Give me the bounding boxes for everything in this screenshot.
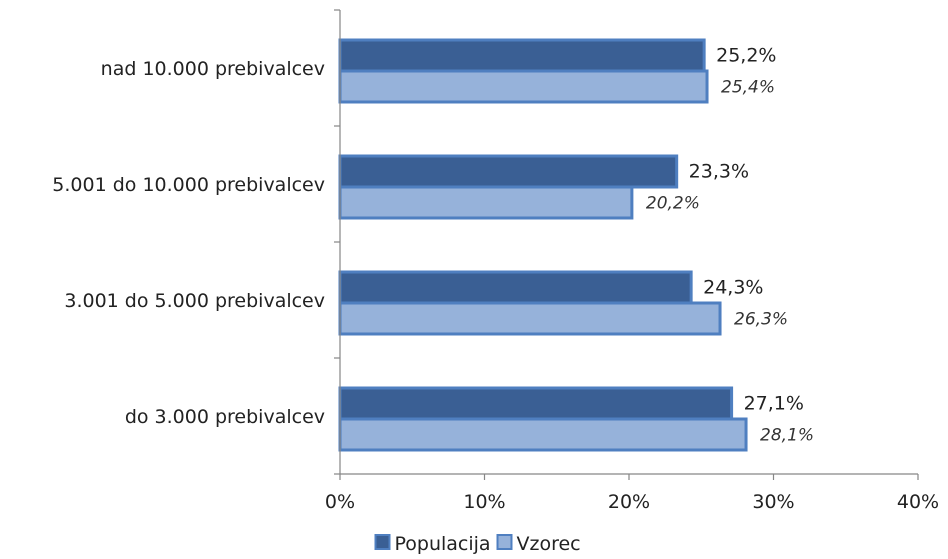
data-label-vzorec-do-3-000-prebivalcev: 28,1% bbox=[760, 426, 814, 446]
x-tick-label-10: 10% bbox=[463, 491, 505, 513]
legend-label-vzorec: Vzorec bbox=[517, 533, 581, 555]
category-label-5-001-do-10-000-prebivalcev: 5.001 do 10.000 prebivalcev bbox=[52, 174, 325, 196]
data-label-populacija-nad-10-000-prebivalcev: 25,2% bbox=[716, 45, 776, 67]
data-label-populacija-3-001-do-5-000-prebivalcev: 24,3% bbox=[703, 277, 763, 299]
bar-vzorec-do-3-000-prebivalcev bbox=[340, 419, 746, 450]
legend-swatch-vzorec bbox=[498, 535, 512, 549]
data-label-vzorec-3-001-do-5-000-prebivalcev: 26,3% bbox=[734, 310, 788, 330]
data-label-populacija-5-001-do-10-000-prebivalcev: 23,3% bbox=[689, 161, 749, 183]
data-label-populacija-do-3-000-prebivalcev: 27,1% bbox=[744, 393, 804, 415]
category-label-do-3-000-prebivalcev: do 3.000 prebivalcev bbox=[125, 406, 325, 428]
bar-populacija-5-001-do-10-000-prebivalcev bbox=[340, 156, 677, 187]
x-tick-label-40: 40% bbox=[897, 491, 939, 513]
data-label-vzorec-5-001-do-10-000-prebivalcev: 20,2% bbox=[646, 194, 700, 214]
data-label-vzorec-nad-10-000-prebivalcev: 25,4% bbox=[721, 78, 775, 98]
bar-vzorec-nad-10-000-prebivalcev bbox=[340, 71, 707, 102]
bars-layer bbox=[340, 40, 746, 450]
bar-populacija-do-3-000-prebivalcev bbox=[340, 388, 732, 419]
x-tick-label-20: 20% bbox=[608, 491, 650, 513]
legend-label-populacija: Populacija bbox=[395, 533, 491, 555]
labels-layer: do 3.000 prebivalcev 27,1% 28,1% 3.001 do 5… bbox=[52, 45, 814, 446]
bar-vzorec-5-001-do-10-000-prebivalcev bbox=[340, 187, 632, 218]
category-label-nad-10-000-prebivalcev: nad 10.000 prebivalcev bbox=[101, 58, 325, 80]
bar-populacija-nad-10-000-prebivalcev bbox=[340, 40, 704, 71]
legend: Populacija Vzorec bbox=[376, 533, 581, 555]
bar-populacija-3-001-do-5-000-prebivalcev bbox=[340, 272, 691, 303]
bar-vzorec-3-001-do-5-000-prebivalcev bbox=[340, 303, 720, 334]
category-label-3-001-do-5-000-prebivalcev: 3.001 do 5.000 prebivalcev bbox=[64, 290, 325, 312]
legend-swatch-populacija bbox=[376, 535, 390, 549]
x-tick-label-0: 0% bbox=[325, 491, 355, 513]
x-tick-label-30: 30% bbox=[752, 491, 794, 513]
